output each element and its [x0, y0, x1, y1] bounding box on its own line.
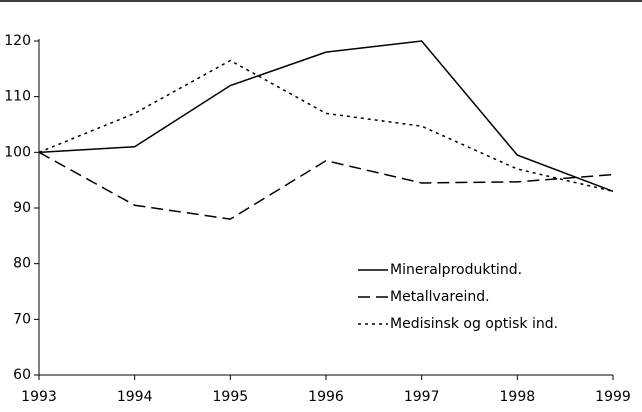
y-tick-label: 60	[13, 367, 31, 383]
y-tick-label: 90	[13, 200, 31, 216]
x-tick-label: 1995	[213, 389, 249, 405]
legend-label: Metallvareind.	[390, 289, 490, 305]
series-line	[38, 151, 614, 220]
x-tick-label: 1996	[308, 389, 344, 405]
x-tick-label: 1999	[595, 389, 631, 405]
x-tick-label: 1993	[21, 389, 57, 405]
y-tick-label: 80	[13, 256, 31, 272]
y-tick-label: 110	[4, 89, 31, 105]
y-tick-label: 100	[4, 144, 31, 160]
series-line	[38, 59, 614, 193]
y-tick-label: 70	[13, 311, 31, 327]
x-tick-label: 1997	[404, 389, 440, 405]
x-tick-label: 1998	[500, 389, 536, 405]
x-tick-label: 1994	[117, 389, 153, 405]
y-tick-label: 120	[4, 33, 31, 49]
series-line	[38, 40, 614, 193]
legend-label: Medisinsk og optisk ind.	[390, 316, 558, 332]
legend-label: Mineralproduktind.	[390, 262, 522, 278]
